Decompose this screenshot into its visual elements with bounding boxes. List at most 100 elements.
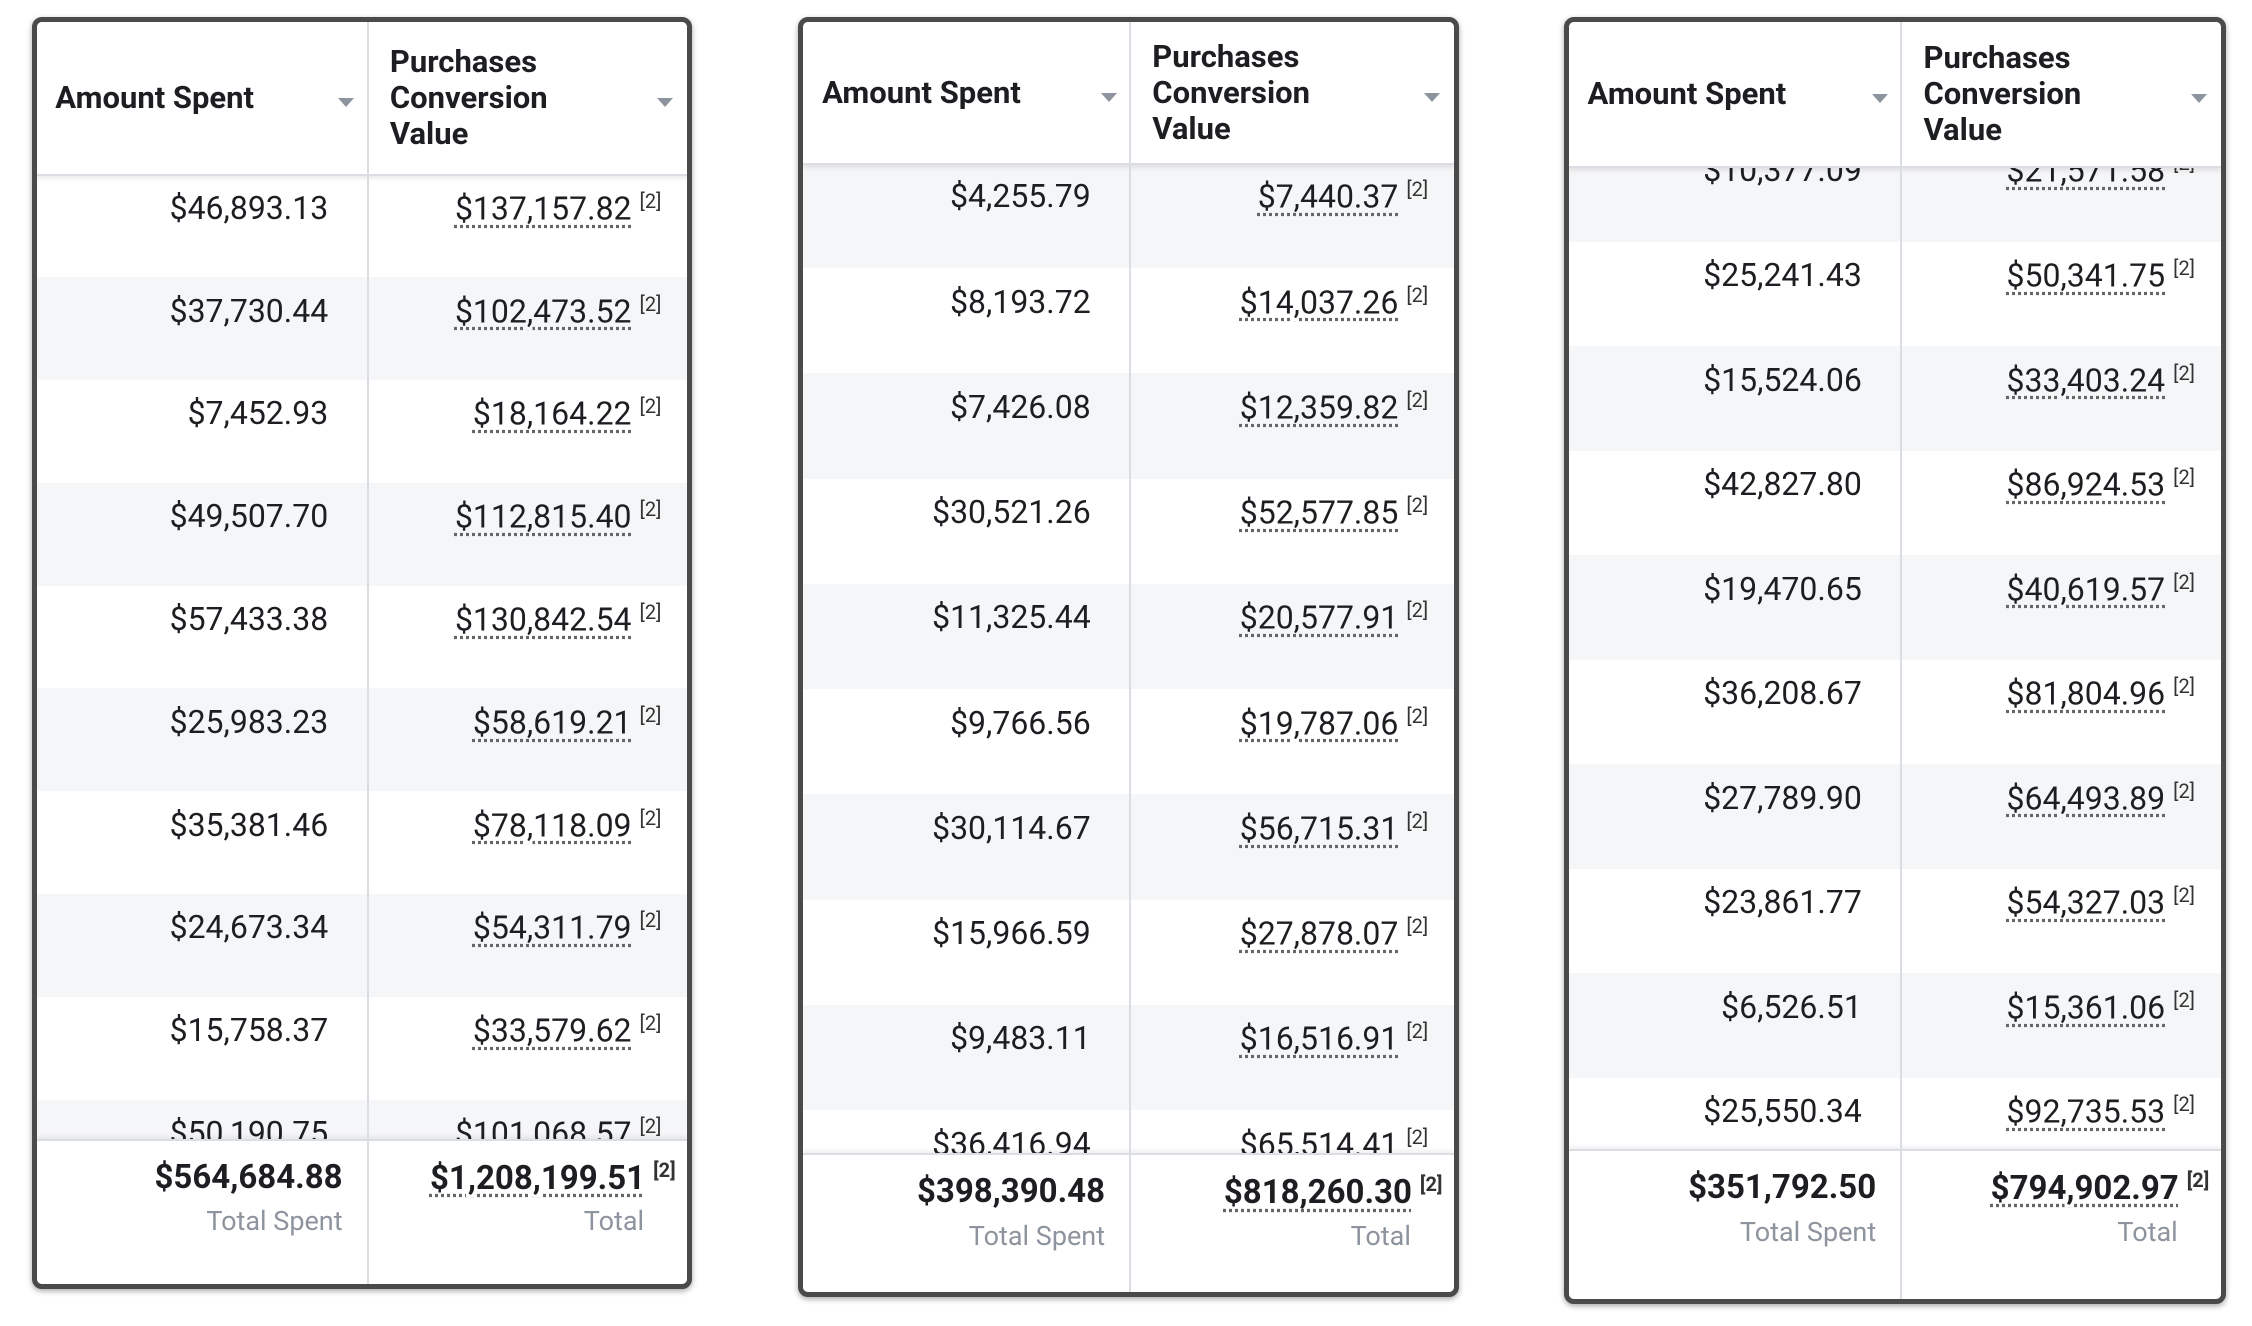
- sort-icon[interactable]: [656, 98, 673, 108]
- conversion-value: $16,516.91 [2]: [1240, 1019, 1428, 1058]
- value-link[interactable]: $20,577.91: [1239, 599, 1399, 638]
- column-divider: [1900, 22, 1903, 1299]
- table-row: $49,507.70 $112,815.40 [2]: [36, 482, 688, 586]
- conversion-value: $33,403.24 [2]: [2007, 361, 2195, 400]
- value-link[interactable]: $78,118.09: [472, 806, 632, 845]
- conversion-value: $56,715.31 [2]: [1240, 809, 1428, 848]
- conversion-value: $54,311.79 [2]: [473, 908, 661, 947]
- footnote: [2]: [639, 702, 662, 727]
- total-amount-label: Total Spent: [968, 1219, 1106, 1252]
- table-footer: $351,792.50 Total Spent $794,902.97 [2] Tota…: [1568, 1148, 2221, 1299]
- column-header[interactable]: Purchases Conversion Value: [1923, 38, 2082, 148]
- total-value-link[interactable]: $1,208,199.51: [429, 1159, 646, 1199]
- value-link[interactable]: $92,735.53: [2006, 1092, 2166, 1131]
- footnote: [2]: [2173, 465, 2195, 490]
- value-link[interactable]: $33,403.24: [2006, 361, 2166, 400]
- value-link[interactable]: $50,341.75: [2006, 256, 2166, 295]
- value-link[interactable]: $86,924.53: [2006, 465, 2166, 504]
- table-footer: $398,390.48 Total Spent $818,260.30 [2] Tota…: [803, 1153, 1454, 1292]
- value-link[interactable]: $27,878.07: [1239, 914, 1399, 953]
- footnote: [2]: [2173, 883, 2195, 908]
- value-link[interactable]: $102,473.52: [454, 292, 632, 331]
- footnote: [2]: [1406, 1019, 1429, 1044]
- footnote: [2]: [2173, 778, 2195, 803]
- column-header[interactable]: Purchases Conversion Value: [389, 43, 548, 153]
- value-link[interactable]: $58,619.21: [472, 703, 632, 742]
- value-link[interactable]: $12,359.82: [1239, 388, 1399, 427]
- value-link[interactable]: $130,842.54: [454, 600, 632, 639]
- table-row: $23,861.77 $54,327.03 [2]: [1568, 868, 2221, 974]
- value-link[interactable]: $137,157.82: [454, 189, 632, 228]
- column-header[interactable]: Purchases Conversion Value: [1152, 37, 1311, 147]
- conversion-value: $112,815.40 [2]: [455, 497, 661, 536]
- footnote: [2]: [1406, 387, 1429, 412]
- footnote: [2]: [1406, 1124, 1429, 1149]
- sort-icon[interactable]: [2190, 93, 2207, 103]
- sort-icon[interactable]: [338, 98, 355, 108]
- table-row: $9,766.56 $19,787.06 [2]: [803, 689, 1454, 795]
- amount-spent: $9,483.11: [950, 1019, 1091, 1058]
- value-link[interactable]: $19,787.06: [1239, 704, 1399, 743]
- sort-icon[interactable]: [1100, 92, 1117, 102]
- value-link[interactable]: $15,361.06: [2006, 988, 2166, 1027]
- value-link[interactable]: $7,440.37: [1257, 177, 1399, 216]
- total-amount: $564,684.88: [154, 1158, 343, 1198]
- sort-icon[interactable]: [1871, 93, 1888, 103]
- amount-spent: $24,673.34: [169, 908, 329, 947]
- table-row: $4,255.79 $7,440.37 [2]: [803, 162, 1454, 269]
- table-row: $24,673.34 $54,311.79 [2]: [36, 894, 688, 997]
- table-row: $36,208.67 $81,804.96 [2]: [1568, 659, 2221, 765]
- value-link[interactable]: $54,311.79: [472, 909, 632, 948]
- value-link[interactable]: $33,579.62: [472, 1012, 632, 1051]
- amount-spent: $7,452.93: [187, 394, 329, 433]
- value-link[interactable]: $18,164.22: [472, 395, 632, 434]
- amount-spent: $25,241.43: [1703, 255, 1862, 294]
- total-value-link[interactable]: $794,902.97: [1990, 1169, 2179, 1209]
- footnote: [2]: [1406, 598, 1429, 623]
- total-value-label: Total: [2117, 1215, 2178, 1248]
- value-link[interactable]: $54,327.03: [2006, 883, 2166, 922]
- amount-spent: $35,381.46: [169, 805, 329, 844]
- total-value-label: Total: [1350, 1219, 1411, 1252]
- amount-spent: $30,521.26: [932, 493, 1091, 532]
- table-header: Amount Spent Purchases Conversion Value: [1568, 22, 2221, 168]
- conversion-value: $54,327.03 [2]: [2007, 883, 2195, 922]
- value-link[interactable]: $52,577.85: [1239, 493, 1399, 532]
- table-row: $15,758.37 $33,579.62 [2]: [36, 996, 688, 1100]
- value-link[interactable]: $112,815.40: [454, 497, 632, 536]
- total-value: $794,902.97 [2]: [1991, 1168, 2210, 1208]
- total-amount: $351,792.50: [1688, 1168, 1877, 1208]
- value-link[interactable]: $56,715.31: [1239, 809, 1399, 848]
- amount-spent: $9,766.56: [950, 703, 1091, 742]
- table-row: $42,827.80 $86,924.53 [2]: [1568, 450, 2221, 556]
- value-link[interactable]: $16,516.91: [1239, 1020, 1399, 1059]
- column-header[interactable]: Amount Spent: [822, 73, 1021, 111]
- column-header[interactable]: Amount Spent: [1587, 74, 1787, 112]
- total-value-link[interactable]: $818,260.30: [1223, 1173, 1412, 1213]
- column-divider: [366, 22, 369, 1285]
- footnote: [2]: [1419, 1172, 1443, 1197]
- amount-spent: $46,893.13: [169, 188, 329, 227]
- conversion-value: $58,619.21 [2]: [473, 703, 661, 742]
- footnote: [2]: [1406, 177, 1429, 202]
- value-link[interactable]: $40,619.57: [2006, 570, 2166, 609]
- table-row: $19,470.65 $40,619.57 [2]: [1568, 555, 2221, 660]
- total-amount-label: Total Spent: [1739, 1215, 1877, 1248]
- conversion-value: $52,577.85 [2]: [1240, 493, 1428, 532]
- amount-spent: $7,426.08: [950, 387, 1091, 426]
- table-row: $25,241.43 $50,341.75 [2]: [1568, 241, 2221, 347]
- column-header[interactable]: Amount Spent: [55, 79, 255, 117]
- amount-spent: $11,325.44: [932, 598, 1091, 637]
- value-link[interactable]: $64,493.89: [2006, 779, 2166, 818]
- conversion-value: $86,924.53 [2]: [2007, 465, 2195, 504]
- value-link[interactable]: $14,037.26: [1239, 283, 1399, 322]
- value-link[interactable]: $81,804.96: [2006, 674, 2166, 713]
- footnote: [2]: [1406, 703, 1429, 728]
- conversion-value: $15,361.06 [2]: [2007, 988, 2195, 1027]
- sort-icon[interactable]: [1423, 92, 1440, 102]
- conversion-value: $102,473.52 [2]: [455, 292, 661, 331]
- amount-spent: $37,730.44: [169, 291, 329, 330]
- footnote: [2]: [639, 908, 662, 933]
- conversion-value: $92,735.53 [2]: [2007, 1092, 2195, 1131]
- amount-spent: $15,966.59: [932, 914, 1091, 953]
